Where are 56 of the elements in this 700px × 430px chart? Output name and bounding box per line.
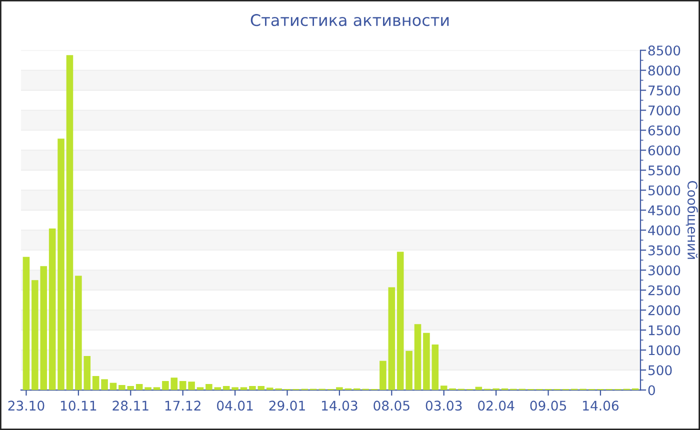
y-tick-label: 7000 <box>648 105 680 116</box>
bar <box>432 344 439 390</box>
bar <box>92 376 100 390</box>
bar <box>423 332 430 390</box>
y-tick-label: 1000 <box>648 345 680 356</box>
bar <box>179 381 186 390</box>
bar <box>58 138 64 390</box>
y-tick-label: 0 <box>648 385 655 396</box>
x-tick-label: 10.11 <box>60 400 96 411</box>
y-tick-label: 4000 <box>648 225 680 236</box>
bar <box>232 387 238 390</box>
y-tick-label: 8500 <box>648 46 680 56</box>
bar <box>388 287 396 390</box>
y-axis-title: Сообщений <box>686 180 698 259</box>
y-tick-label: 5500 <box>648 165 680 176</box>
bar <box>110 382 117 390</box>
bar <box>153 387 160 390</box>
x-tick-label: 02.04 <box>478 400 514 411</box>
y-tick-label: 6500 <box>648 125 680 136</box>
y-tick-label: 8000 <box>648 66 680 76</box>
x-tick-label: 14.06 <box>583 400 619 411</box>
bar <box>336 387 343 390</box>
chart-title: Статистика активности <box>250 14 449 26</box>
x-tick-label: 28.11 <box>112 400 148 411</box>
x-tick-label: 29.01 <box>269 400 305 411</box>
y-tick-label: 5000 <box>648 185 680 196</box>
y-tick-label: 500 <box>648 365 672 376</box>
bar <box>222 386 230 390</box>
y-tick-label: 3500 <box>648 245 680 256</box>
bar <box>240 387 248 390</box>
y-tick-label: 7500 <box>648 85 680 96</box>
y-tick-label: 1500 <box>648 325 680 336</box>
bar <box>266 388 274 390</box>
bar <box>48 228 56 390</box>
x-tick-label: 23.10 <box>8 400 44 411</box>
bar <box>144 387 152 390</box>
x-tick-label: 14.03 <box>322 400 358 411</box>
bar <box>475 386 482 390</box>
x-tick-label: 04.01 <box>217 400 253 411</box>
x-tick-label: 03.03 <box>426 400 462 411</box>
bar <box>188 382 195 390</box>
bar <box>66 55 74 390</box>
y-tick-label: 2000 <box>648 305 680 316</box>
bar <box>414 324 422 390</box>
bar <box>101 379 108 390</box>
y-tick-label: 6000 <box>648 145 680 156</box>
bar <box>380 360 386 390</box>
bar <box>136 384 143 390</box>
bar <box>196 387 204 390</box>
y-tick-label: 2500 <box>648 285 680 296</box>
y-tick-label: 4500 <box>648 205 680 216</box>
x-tick-label: 08.05 <box>374 400 410 411</box>
y-tick-label: 3000 <box>648 265 680 276</box>
x-tick-label: 09.05 <box>530 400 566 411</box>
x-tick-label: 17.12 <box>165 400 200 410</box>
bar <box>22 256 30 390</box>
